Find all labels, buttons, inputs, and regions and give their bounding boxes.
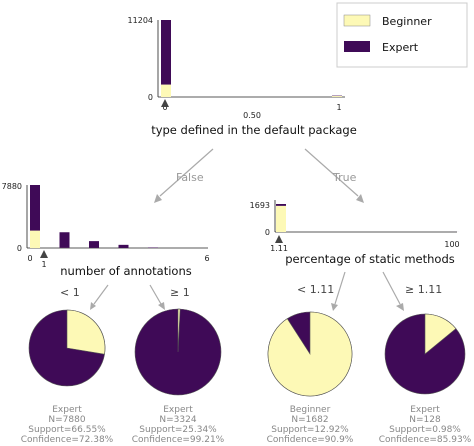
root-y-zero-label: 0 — [148, 93, 153, 102]
legend-label-expert: Expert — [382, 41, 419, 54]
pie-slice-beginner — [177, 308, 181, 353]
leaf-class-label: Beginner — [290, 405, 331, 415]
leaf-support-label: Support=0.98% — [389, 425, 461, 435]
right-bar-expert — [276, 204, 286, 206]
right-y-zero-label: 0 — [265, 228, 270, 237]
leaf-node: Expert N=3324 Support=25.34% Confidence=… — [132, 308, 225, 445]
right-threshold-marker — [275, 235, 283, 243]
root-x-tick-0: 0 — [162, 103, 167, 112]
left-bar-beginner — [30, 230, 40, 248]
leaf-support-label: Support=12.92% — [271, 425, 349, 435]
root-bar-expert — [161, 20, 171, 85]
left-x-tick-0: 0 — [27, 254, 32, 263]
root-feature-label: type defined in the default package — [151, 123, 357, 137]
edge-right-lt-label: < 1.11 — [297, 283, 334, 296]
root-bar-beginner — [332, 96, 342, 97]
leaf-edges: < 1 ≥ 1 < 1.11 ≥ 1.11 — [60, 271, 442, 311]
leaf-n-label: N=1682 — [291, 415, 328, 425]
leaf-class-label: Expert — [163, 405, 193, 415]
root-histogram: 11204 0 0 0.50 1 type defined in the def… — [128, 16, 357, 137]
edge-left-lt-line — [93, 284, 109, 305]
left-y-max-label: 7880 — [2, 182, 22, 191]
legend: Beginner Expert — [336, 2, 468, 68]
left-threshold-label: 1 — [41, 260, 46, 269]
pie-slice-beginner — [267, 311, 353, 397]
edge-right-ge-line — [382, 271, 401, 305]
leaf-pie — [267, 311, 353, 397]
left-threshold-marker — [40, 250, 48, 258]
legend-swatch-expert — [344, 41, 370, 52]
leaf-node: Beginner N=1682 Support=12.92% Confidenc… — [267, 311, 354, 445]
left-bar-expert — [30, 185, 40, 231]
edge-left-ge-line — [149, 284, 162, 305]
root-edges: False True — [154, 148, 364, 203]
leaf-support-label: Support=25.34% — [139, 425, 217, 435]
root-threshold-marker — [161, 99, 169, 107]
left-bar-expert — [89, 241, 99, 248]
leaf-node: Expert N=128 Support=0.98% Confidence=85… — [379, 313, 472, 445]
edge-true-arrowhead — [356, 194, 364, 203]
leaf-n-label: N=3324 — [159, 415, 196, 425]
leaf-class-label: Expert — [410, 405, 440, 415]
root-y-max-label: 11204 — [128, 16, 153, 25]
edge-false-label: False — [176, 171, 204, 184]
edge-true-label: True — [332, 171, 357, 184]
legend-box — [336, 2, 468, 68]
edge-left-ge-arrowhead — [158, 302, 165, 310]
edge-left-lt-arrowhead — [90, 302, 96, 310]
edge-left-lt-label: < 1 — [60, 286, 80, 299]
edge-right-ge-label: ≥ 1.11 — [405, 283, 442, 296]
leaf-confidence-label: Confidence=85.93% — [379, 435, 472, 445]
right-y-max-label: 1693 — [250, 201, 270, 210]
pie-slice-beginner — [424, 313, 457, 355]
edge-right-lt-arrowhead — [331, 303, 338, 311]
pie-slice-beginner — [66, 309, 106, 355]
leaf-confidence-label: Confidence=99.21% — [132, 435, 225, 445]
edge-true-line — [304, 148, 359, 197]
right-feature-label: percentage of static methods — [285, 252, 455, 266]
leaf-confidence-label: Confidence=90.9% — [267, 435, 354, 445]
edge-right-lt-line — [334, 271, 346, 305]
root-bar-beginner — [161, 84, 171, 97]
right-histogram: 1693 0 1.11 100 percentage of static met… — [250, 200, 460, 266]
right-bar-beginner — [276, 205, 286, 232]
left-bar-expert — [118, 244, 129, 248]
leaf-confidence-label: Confidence=72.38% — [21, 435, 114, 445]
legend-swatch-beginner — [343, 14, 371, 27]
leaf-node: Expert N=7880 Support=66.55% Confidence=… — [21, 309, 114, 445]
left-x-tick-1: 6 — [204, 254, 209, 263]
right-x-tick-0: 1.11 — [270, 244, 288, 253]
left-y-zero-label: 0 — [17, 244, 22, 253]
root-x-tick-2: 1 — [336, 103, 341, 112]
leaf-pie — [134, 308, 222, 396]
leaf-support-label: Support=66.55% — [28, 425, 106, 435]
left-histogram: 7880 0 0 6 1 number of annotations — [2, 182, 210, 278]
edge-false-line — [159, 148, 214, 197]
leaf-class-label: Expert — [52, 405, 82, 415]
root-x-tick-1: 0.50 — [243, 111, 261, 120]
leaf-pie — [384, 313, 466, 395]
legend-label-beginner: Beginner — [382, 15, 432, 28]
edge-false-arrowhead — [154, 194, 162, 203]
leaf-n-label: N=128 — [409, 415, 441, 425]
edge-right-ge-arrowhead — [396, 303, 404, 311]
edge-left-ge-label: ≥ 1 — [170, 286, 190, 299]
left-bar-expert — [59, 232, 70, 248]
leaf-n-label: N=7880 — [48, 415, 85, 425]
right-x-tick-1: 100 — [444, 240, 459, 249]
leaf-pie — [28, 309, 106, 387]
left-feature-label: number of annotations — [60, 264, 192, 278]
